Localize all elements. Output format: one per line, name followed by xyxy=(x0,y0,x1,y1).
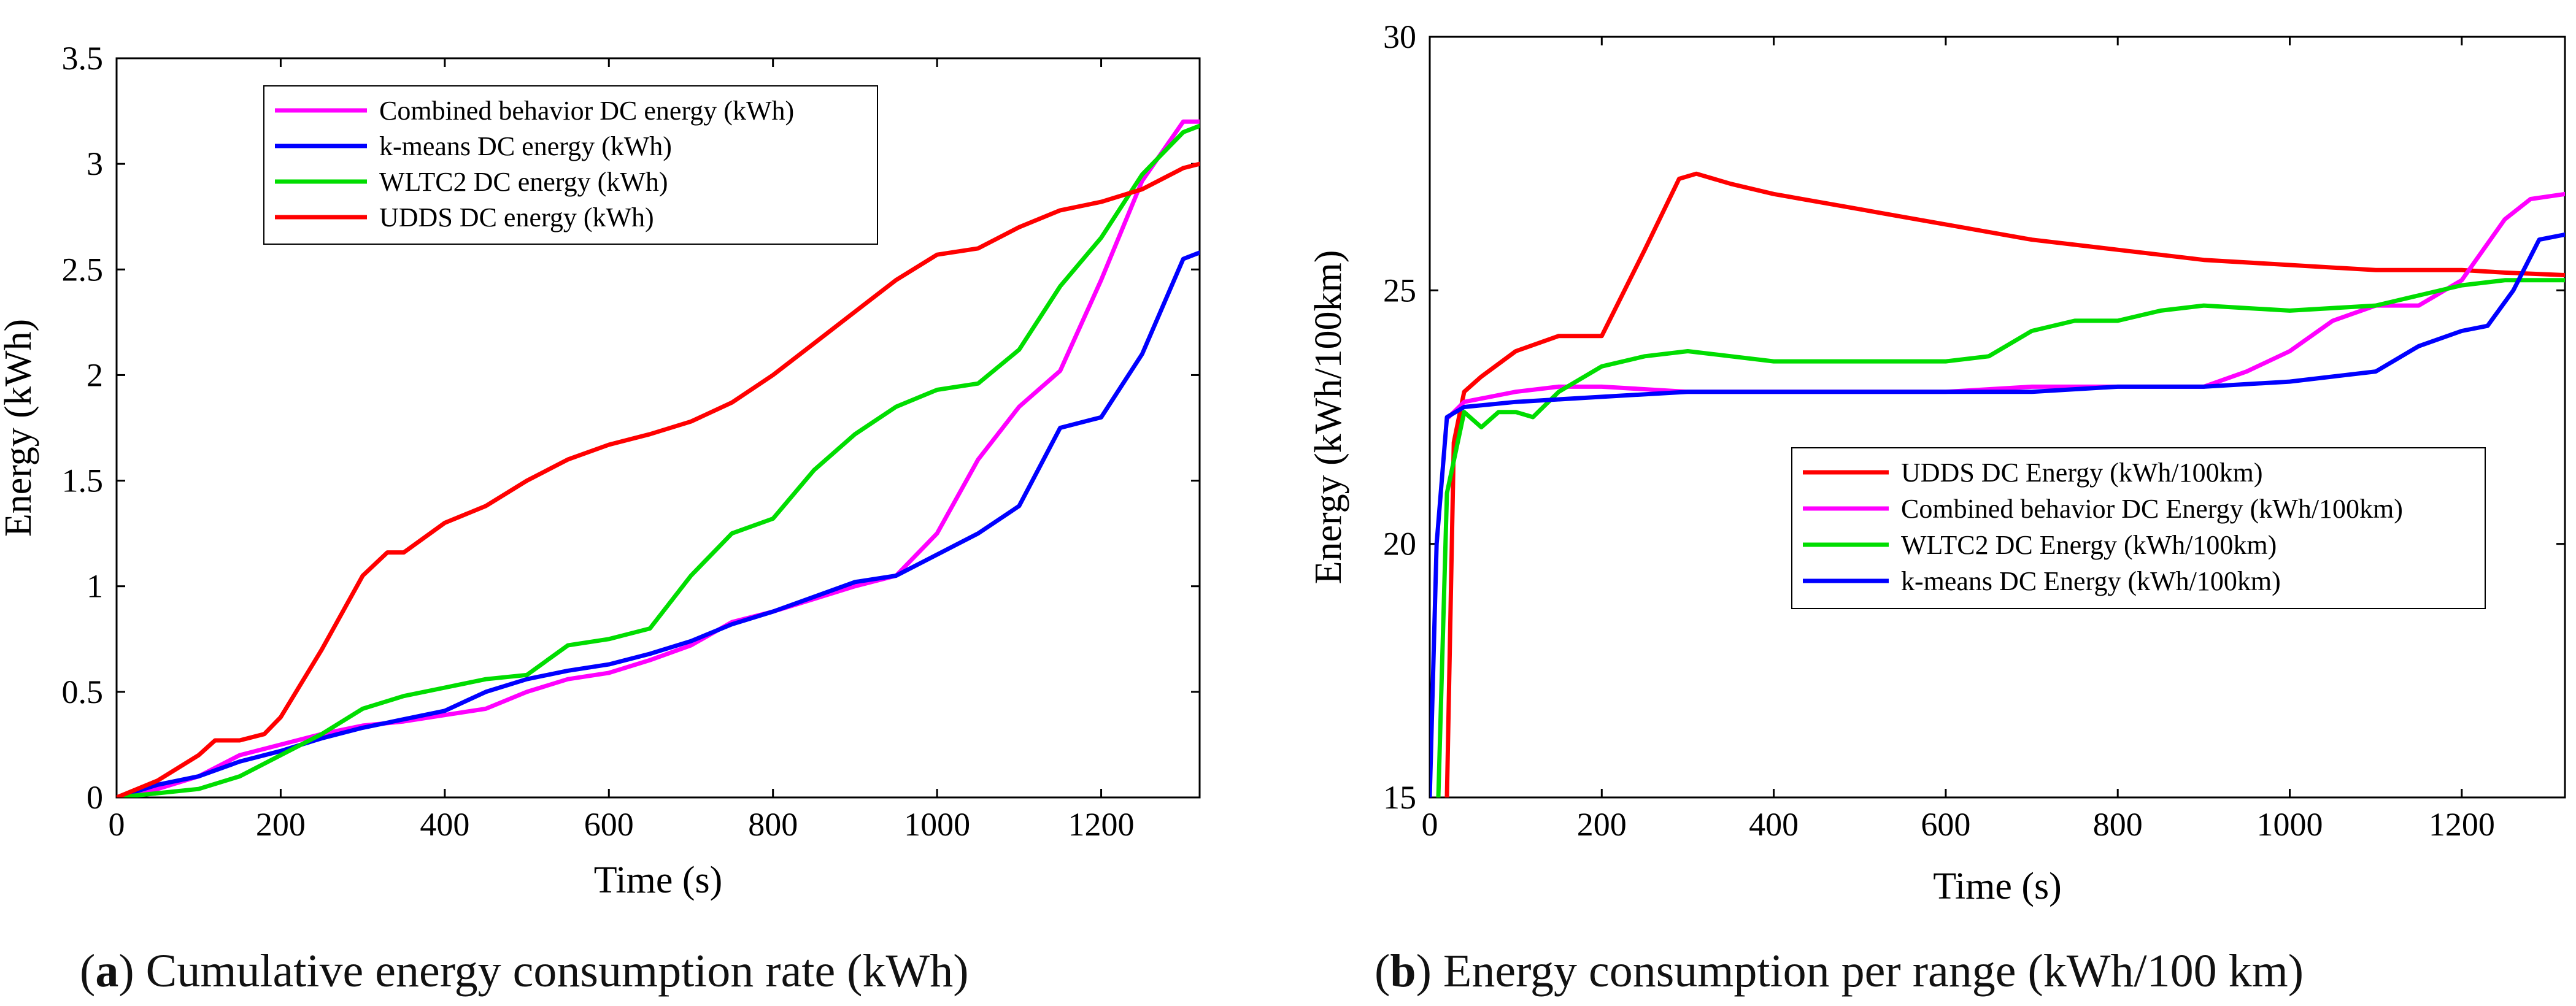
y-tick-label: 1.5 xyxy=(62,463,104,499)
y-tick-label: 3.5 xyxy=(62,40,104,77)
legend-label: Combined behavior DC energy (kWh) xyxy=(379,96,794,126)
y-tick-label: 20 xyxy=(1383,526,1416,563)
y-tick-label: 0.5 xyxy=(62,674,104,710)
legend-label: WLTC2 DC Energy (kWh/100km) xyxy=(1901,530,2277,560)
legend-label: Combined behavior DC Energy (kWh/100km) xyxy=(1901,494,2403,524)
x-axis-label: Time (s) xyxy=(594,859,723,901)
plot-area-b xyxy=(1429,36,2566,799)
legend-label: UDDS DC Energy (kWh/100km) xyxy=(1901,458,2262,488)
y-tick-label: 3 xyxy=(87,145,103,182)
x-tick-label: 400 xyxy=(1749,806,1799,843)
caption-b-letter: b xyxy=(1390,945,1416,997)
series-line-3 xyxy=(117,123,1200,797)
series-group xyxy=(117,119,1200,797)
caption-b: (b) Energy consumption per range (kWh/10… xyxy=(1375,945,2304,997)
chart-a: 0 200 400 600 800 1000 1200 0 0.5 1 1.5 2 2.5 3 3.5 Tim… xyxy=(0,40,1201,901)
x-axis-label: Time (s) xyxy=(1933,866,2062,907)
series-line-4 xyxy=(117,161,1200,797)
y-tick-label: 25 xyxy=(1383,272,1416,309)
y-axis-label: Energy (kWh/100km) xyxy=(1308,250,1349,585)
series-line-1 xyxy=(117,119,1200,797)
legend-label: k-means DC energy (kWh) xyxy=(379,131,672,161)
x-tick-label: 600 xyxy=(584,806,634,843)
y-tick-label: 15 xyxy=(1383,779,1416,816)
x-tick-label: 800 xyxy=(2093,806,2143,843)
legend-label: UDDS DC energy (kWh) xyxy=(379,202,654,232)
series-line-4 xyxy=(1430,232,2565,797)
legend-label: k-means DC Energy (kWh/100km) xyxy=(1901,566,2281,596)
x-tick-label: 1000 xyxy=(2257,806,2323,843)
series-group xyxy=(1430,171,2565,797)
y-axis-label: Energy (kWh) xyxy=(0,319,39,537)
x-tick-label: 400 xyxy=(420,806,469,843)
caption-a: (a) Cumulative energy consumption rate (… xyxy=(80,945,969,997)
series-line-3 xyxy=(1436,278,2565,797)
legend-label: WLTC2 DC energy (kWh) xyxy=(379,167,668,197)
x-tick-label: 1200 xyxy=(1068,806,1135,843)
caption-a-text: Cumulative energy consumption rate (kWh) xyxy=(145,945,969,997)
x-tick-label: 0 xyxy=(109,806,125,843)
legend-b: UDDS DC Energy (kWh/100km) Combined behav… xyxy=(1791,447,2486,609)
x-tick-label: 200 xyxy=(256,806,306,843)
legend-box xyxy=(1791,447,2486,609)
caption-b-text: Energy consumption per range (kWh/100 km… xyxy=(1443,945,2304,997)
legend-a: Combined behavior DC energy (kWh) k-means… xyxy=(263,85,878,245)
series-line-1 xyxy=(1444,171,2565,797)
y-tick-label: 0 xyxy=(87,779,103,816)
x-tick-label: 0 xyxy=(1422,806,1438,843)
y-tick-label: 30 xyxy=(1383,18,1416,55)
y-tick-label: 1 xyxy=(87,568,103,605)
x-tick-label: 200 xyxy=(1577,806,1627,843)
y-tick-label: 2 xyxy=(87,356,103,393)
chart-b: 0 200 400 600 800 1000 1200 15 20 25 30 Time (s) Ene… xyxy=(1308,18,2566,907)
x-tick-label: 800 xyxy=(748,806,798,843)
x-tick-label: 1200 xyxy=(2429,806,2495,843)
x-tick-label: 1000 xyxy=(904,806,970,843)
y-tick-label: 2.5 xyxy=(62,251,104,288)
x-tick-label: 600 xyxy=(1921,806,1970,843)
caption-a-letter: a xyxy=(95,945,119,997)
